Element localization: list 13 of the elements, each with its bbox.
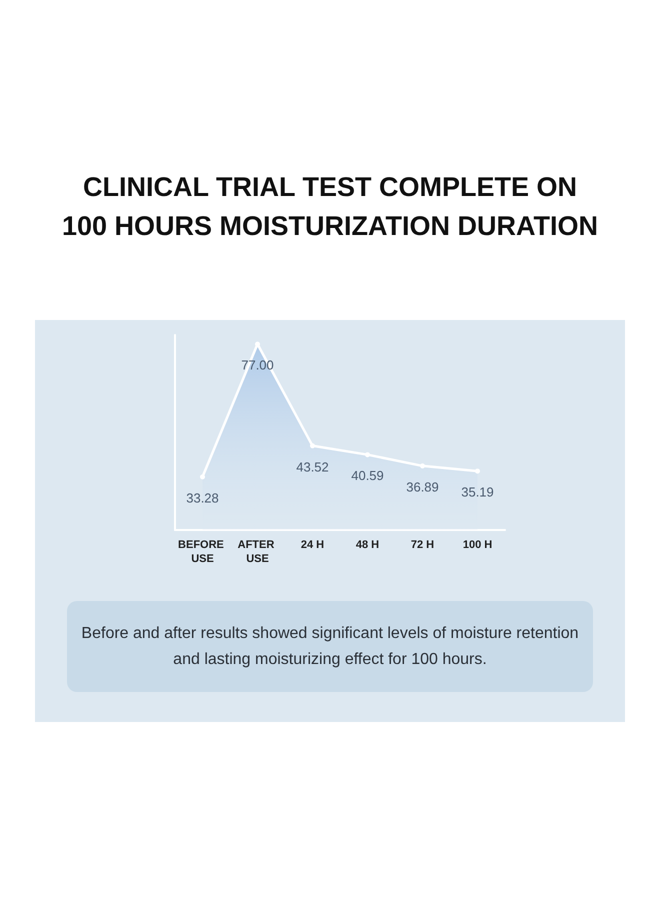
x-tick-label: 24 H xyxy=(300,539,324,551)
chart-title: CLINICAL TRIAL TEST COMPLETE ON 100 HOURS MOISTURIZATION DURATION xyxy=(60,171,600,243)
note-box: Before and after results showed significant levels of moisture retention and lasting moisturizing effect for 100 hours. xyxy=(67,601,593,692)
x-tick-label: AFTER USE xyxy=(238,539,278,565)
data-label: 33.28 xyxy=(186,490,219,506)
data-label: 43.52 xyxy=(296,459,329,474)
data-label: 36.89 xyxy=(406,479,439,494)
data-label: 35.19 xyxy=(461,484,494,500)
x-tick-label: 48 H xyxy=(356,539,380,551)
data-label: 40.59 xyxy=(351,468,384,484)
x-tick-label: 72 H xyxy=(410,539,434,551)
x-tick-label: 100 H xyxy=(462,539,492,551)
x-tick-label: BEFORE USE xyxy=(178,539,227,565)
